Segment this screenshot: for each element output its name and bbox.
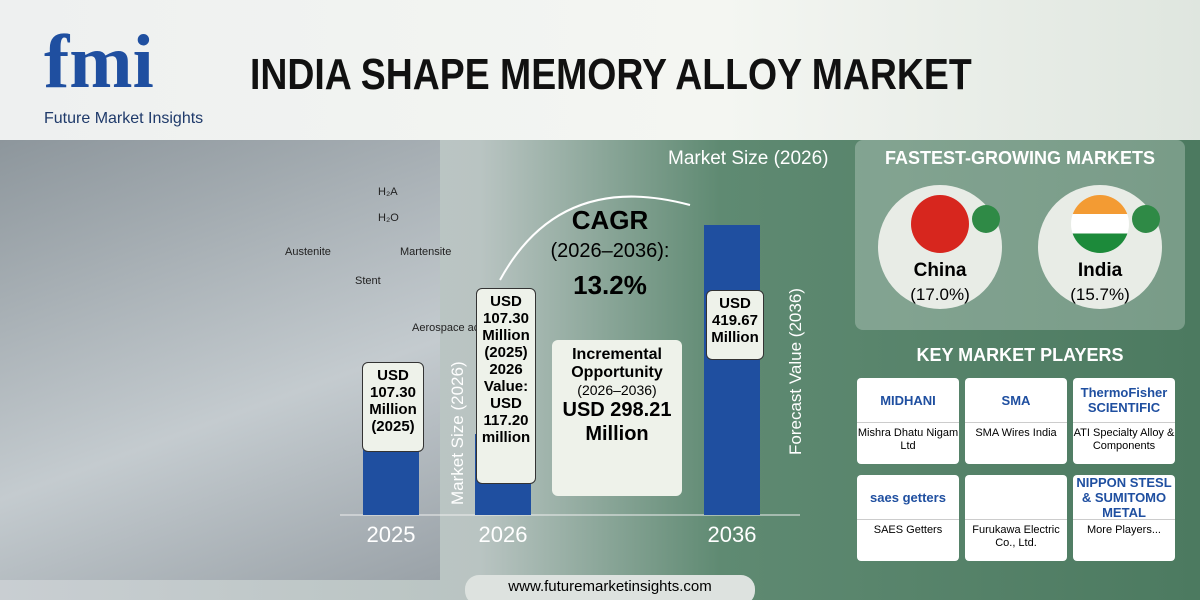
market-value: (17.0%) [910, 285, 970, 304]
title: INDIA SHAPE MEMORY ALLOY MARKET [250, 50, 972, 99]
incremental: Incremental Opportunity (2026–2036) USD 29… [552, 340, 682, 496]
player-card: ThermoFisher SCIENTIFIC ATI Specialty All… [1073, 378, 1175, 464]
value-label: USD 117.20 million [481, 395, 531, 446]
bar-label-line: (2025) [484, 344, 528, 361]
bar-label-line: Value: [483, 378, 529, 395]
market-name: China [913, 260, 967, 281]
bar-label-line: 2026 [489, 361, 523, 378]
x-tick-label: 2026 [478, 522, 528, 547]
bar-label-line: Million [369, 401, 417, 418]
bar-label-line: Million [482, 327, 530, 344]
trend-badge [1132, 205, 1160, 233]
player-logo: SMA [965, 378, 1067, 423]
footer-url: www.futuremarketinsights.com [465, 575, 755, 600]
illustration-label: Austenite [285, 246, 331, 258]
bar-label-line: 107.30 [370, 384, 416, 401]
bar-label: USD 107.30 Million (2025) [362, 362, 424, 452]
bar [363, 440, 419, 515]
players-title: KEY MARKET PLAYERS [916, 345, 1124, 365]
bar-label-line: Million [711, 329, 759, 346]
player-name: SMA Wires India [975, 427, 1057, 439]
player-name: ATI Specialty Alloy & Components [1073, 427, 1175, 452]
bar [704, 225, 760, 515]
player-name: More Players... [1087, 524, 1161, 536]
player-card: SMA SMA Wires India [965, 378, 1067, 464]
bar-label-line: 419.67 [712, 312, 758, 329]
flag [1071, 195, 1129, 253]
illustration-label: H₂A [378, 186, 398, 198]
x-tick-label: 2036 [707, 522, 757, 547]
player-logo: ThermoFisher SCIENTIFIC [1073, 378, 1175, 423]
player-name: Mishra Dhatu Nigam Ltd [857, 427, 959, 452]
bar-label-line: USD [377, 367, 409, 384]
player-logo: NIPPON STESL & SUMITOMO METAL [1073, 475, 1175, 520]
player-card: Furukawa Electric Co., Ltd. [965, 475, 1067, 561]
incremental-value: USD 298.21 Million [562, 399, 672, 445]
markets-title: FASTEST-GROWING MARKETS [885, 148, 1155, 168]
bar-label-line: USD [490, 293, 522, 310]
arrow [499, 195, 691, 281]
incremental-period: (2026–2036) [577, 382, 657, 398]
player-card: NIPPON STESL & SUMITOMO METAL More Player… [1073, 475, 1175, 561]
player-name: SAES Getters [873, 524, 943, 536]
bar-label: USD 107.30 Million (2025) 2026 Value: USD 117.… [476, 288, 536, 484]
bar-label: USD 419.67 Million [706, 290, 764, 360]
player-card: saes getters SAES Getters [857, 475, 959, 561]
logo-caption: Future Market Insights [44, 110, 204, 127]
bar-label-line: USD [719, 295, 751, 312]
header-band [0, 0, 1200, 140]
bar-label-line: (2025) [371, 418, 415, 435]
cagr-period: (2026–2036): [550, 240, 670, 262]
incremental-label: Incremental Opportunity [571, 346, 663, 381]
trend-badge [972, 205, 1000, 233]
chart-title: Market Size (2026) [668, 148, 829, 169]
cagr-label: CAGR [571, 205, 649, 235]
illustration-label: Stent [355, 275, 381, 287]
logo: fmi [44, 20, 154, 104]
player-logo: saes getters [857, 475, 959, 520]
player-logo [965, 475, 1067, 520]
cagr-value: 13.2% [573, 270, 647, 300]
flag [911, 195, 969, 253]
x-tick-label: 2025 [366, 522, 416, 547]
axis-label: Forecast Value (2036) [786, 288, 805, 455]
player-card: MIDHANI Mishra Dhatu Nigam Ltd [857, 378, 959, 464]
market-name: India [1077, 260, 1123, 281]
axis-label: Market Size (2026) [448, 361, 467, 505]
player-name: Furukawa Electric Co., Ltd. [972, 524, 1060, 549]
illustration-label: H₂O [378, 212, 399, 224]
market-value: (15.7%) [1070, 285, 1130, 304]
player-logo: MIDHANI [857, 378, 959, 423]
illustration-label: Martensite [400, 246, 452, 258]
bar-label-line: 107.30 [483, 310, 529, 327]
